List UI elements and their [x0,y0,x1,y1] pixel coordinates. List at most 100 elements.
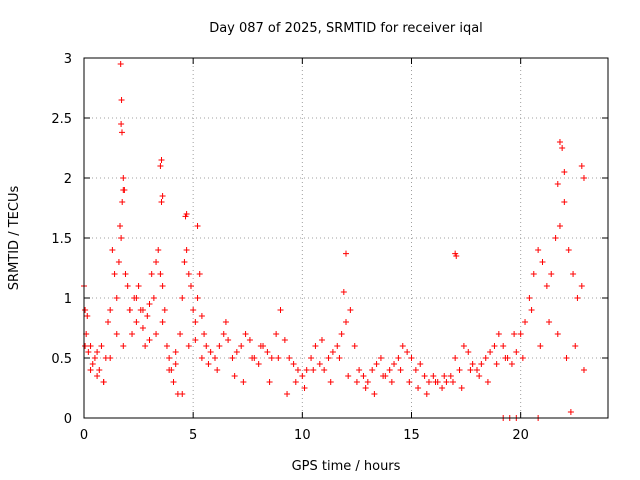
data-point [229,355,236,361]
data-point [439,385,446,391]
data-point [580,175,587,181]
data-point [98,343,105,349]
data-point [447,373,454,379]
data-point [249,355,256,361]
data-point [380,373,387,379]
data-point [194,223,201,229]
data-point [100,379,107,385]
data-point [371,391,378,397]
x-axis-label: GPS time / hours [292,459,401,474]
data-point [530,271,537,277]
data-point [340,289,347,295]
data-point [126,307,133,313]
data-point [233,349,240,355]
data-point [157,163,164,169]
x-tick-label: 0 [80,428,88,443]
data-point [388,379,395,385]
data-point [284,391,291,397]
data-point [286,355,293,361]
data-point [554,181,561,187]
data-point [292,379,299,385]
data-point [476,373,483,379]
data-point [299,373,306,379]
data-point [183,247,190,253]
y-tick-label: 2.5 [51,112,72,127]
data-point [118,121,125,127]
data-point [231,373,238,379]
data-point [159,193,166,199]
y-tick-label: 1 [64,292,72,307]
data-point [456,367,463,373]
data-point [556,139,563,145]
data-point [163,343,170,349]
grid-lines [84,58,608,418]
data-point [508,361,515,367]
data-point [347,307,354,313]
data-point [82,343,89,349]
data-point [190,307,197,313]
data-point [318,337,325,343]
data-point [172,361,179,367]
data-point [474,367,480,373]
data-point [441,373,448,379]
axis-ticks [83,57,608,419]
data-point [408,355,415,361]
data-point [177,331,184,337]
data-point [336,355,343,361]
data-point [310,367,317,373]
y-tick-label: 0.5 [51,352,72,367]
data-point [183,211,190,217]
data-point [216,343,223,349]
data-point [417,361,424,367]
data-point [312,343,319,349]
data-point [453,253,460,259]
data-point [142,343,149,349]
data-point [425,379,432,385]
data-point [345,373,352,379]
data-point [511,331,518,337]
data-point [181,259,188,265]
data-point [157,271,164,277]
data-point [552,235,559,241]
x-tick-label: 10 [294,428,311,443]
data-point [373,361,380,367]
x-tick-label: 20 [512,428,529,443]
data-point [353,379,360,385]
data-point [201,331,208,337]
data-point [561,199,568,205]
data-point [94,349,101,355]
y-tick-label: 3 [64,52,72,67]
data-point [528,307,535,313]
data-point [397,367,404,373]
data-point [423,391,430,397]
y-tick-labels: 0 0.5 1 1.5 2 2.5 3 [51,52,72,427]
data-point [325,355,332,361]
data-point [561,169,568,175]
data-point [539,259,546,265]
data-point [487,349,494,355]
data-point [559,145,566,151]
data-point [513,349,520,355]
data-point [519,355,526,361]
data-point [109,247,116,253]
data-point [321,367,328,373]
data-point [94,373,101,379]
data-point [87,367,94,373]
data-point [246,337,253,343]
data-point [421,373,428,379]
data-point [264,349,271,355]
data-point [316,361,323,367]
data-point [578,283,585,289]
data-point [362,385,369,391]
y-tick-label: 1.5 [51,232,72,247]
data-point [526,295,533,301]
data-point [146,337,153,343]
data-point [172,349,179,355]
data-point [225,337,232,343]
plot-frame [83,57,609,419]
data-point [113,331,120,337]
data-point [406,379,413,385]
data-point [537,343,544,349]
data-point [343,250,349,257]
data-point [158,157,165,163]
